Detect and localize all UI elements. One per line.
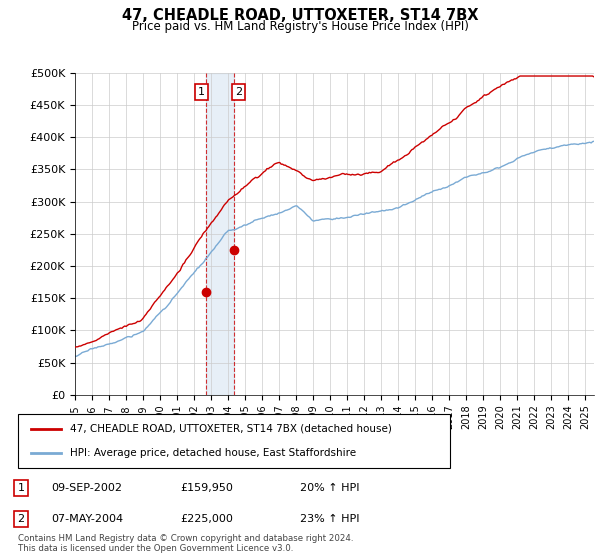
Text: Price paid vs. HM Land Registry's House Price Index (HPI): Price paid vs. HM Land Registry's House … (131, 20, 469, 33)
Text: 09-SEP-2002: 09-SEP-2002 (51, 483, 122, 493)
Text: 2: 2 (235, 87, 242, 97)
Text: 1: 1 (198, 87, 205, 97)
Text: Contains HM Land Registry data © Crown copyright and database right 2024.
This d: Contains HM Land Registry data © Crown c… (18, 534, 353, 553)
Text: 1: 1 (17, 483, 25, 493)
Bar (206, 73, 234, 395)
FancyBboxPatch shape (18, 414, 450, 468)
Text: 47, CHEADLE ROAD, UTTOXETER, ST14 7BX: 47, CHEADLE ROAD, UTTOXETER, ST14 7BX (122, 8, 478, 24)
Text: 20% ↑ HPI: 20% ↑ HPI (300, 483, 359, 493)
Text: £225,000: £225,000 (180, 514, 233, 524)
Text: £159,950: £159,950 (180, 483, 233, 493)
Text: HPI: Average price, detached house, East Staffordshire: HPI: Average price, detached house, East… (70, 448, 356, 458)
Text: 2: 2 (17, 514, 25, 524)
Text: 47, CHEADLE ROAD, UTTOXETER, ST14 7BX (detached house): 47, CHEADLE ROAD, UTTOXETER, ST14 7BX (d… (70, 424, 392, 434)
Text: 23% ↑ HPI: 23% ↑ HPI (300, 514, 359, 524)
Text: 07-MAY-2004: 07-MAY-2004 (51, 514, 123, 524)
